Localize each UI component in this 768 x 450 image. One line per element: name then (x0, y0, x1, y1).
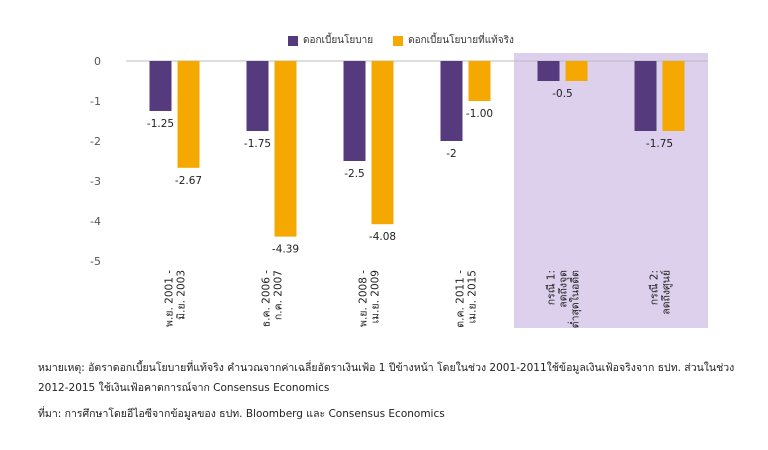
y-tick-label: -3 (90, 175, 101, 188)
x-tick-label-line: ธ.ค. 2006 - (261, 270, 273, 328)
x-category-label: พ.ย. 2008 - เม.ย. 2009 (358, 270, 382, 327)
x-tick-label-line: กรณี 1: (545, 270, 558, 305)
data-label: -4.39 (272, 244, 299, 256)
x-tick-label-line: มิ.ย. 2003 (176, 270, 188, 320)
y-tick-label: -4 (90, 215, 101, 228)
bar-policy-rate (440, 61, 463, 141)
x-tick-label-line: ต.ค. 2011 - (455, 270, 467, 328)
legend: ดอกเบี้ยนโยบาย ดอกเบี้ยนโยบายที่แท้จริง (288, 33, 534, 48)
data-label: -2 (446, 148, 456, 160)
x-category-label: พ.ย. 2001 - มิ.ย. 2003 (164, 270, 188, 327)
x-tick-label-line: ลดถึงจุด (558, 270, 570, 308)
x-tick-label-line: ก.ค. 2007 (273, 270, 285, 320)
y-tick-label: -2 (90, 135, 101, 148)
legend-item-policy-rate: ดอกเบี้ยนโยบาย (288, 33, 373, 48)
x-tick-label-line: ต่ำสุดในอดีต (568, 270, 582, 328)
bar-real-policy-rate (662, 61, 685, 131)
y-tick-label: 0 (94, 55, 101, 68)
legend-item-real-policy-rate: ดอกเบี้ยนโยบายที่แท้จริง (393, 33, 514, 48)
bar-real-policy-rate (177, 61, 200, 168)
data-label: -1.75 (646, 138, 673, 150)
bar-chart: 0 -1 -2 -3 -4 -5 -1.25 -2.67 พ.ย. 2001 - มิ.ย. 20… (90, 53, 708, 328)
data-label: -1.75 (244, 138, 271, 150)
data-label: -1.25 (147, 118, 174, 130)
bar-policy-rate (149, 61, 172, 111)
legend-label-real-policy-rate: ดอกเบี้ยนโยบายที่แท้จริง (408, 35, 514, 46)
bar-real-policy-rate (468, 61, 491, 101)
legend-swatch-real-policy-rate (393, 35, 404, 46)
bar-policy-rate (246, 61, 269, 131)
x-category-label: ธ.ค. 2006 - ก.ค. 2007 (261, 270, 285, 328)
x-category-label: กรณี 1: ลดถึงจุด ต่ำสุดในอดีต (545, 270, 582, 328)
footnote: หมายเหตุ: อัตราดอกเบี้ยนโยบายที่แท้จริง … (38, 362, 735, 394)
legend-label-policy-rate: ดอกเบี้ยนโยบาย (303, 35, 374, 46)
bar-policy-rate (537, 61, 560, 81)
x-tick-label-line: เม.ย. 2015 (467, 270, 479, 323)
data-label: -2.67 (175, 175, 202, 187)
x-category-label: ต.ค. 2011 - เม.ย. 2015 (455, 270, 479, 328)
y-tick-label: -5 (90, 255, 101, 268)
data-label: -1.00 (466, 108, 493, 120)
x-tick-label-line: เม.ย. 2009 (370, 270, 382, 323)
x-tick-label-line: พ.ย. 2001 - (164, 270, 176, 327)
x-category-label: กรณี 2: ลดถึงศูนย์ (648, 270, 673, 315)
bar-policy-rate (343, 61, 366, 161)
data-label: -2.5 (344, 168, 365, 180)
legend-swatch-policy-rate (288, 35, 298, 46)
bar-real-policy-rate (371, 61, 394, 225)
x-tick-label-line: ลดถึงศูนย์ (660, 270, 673, 315)
x-tick-label-line: พ.ย. 2008 - (358, 270, 370, 327)
y-tick-label: -1 (90, 95, 101, 108)
bar-policy-rate (634, 61, 657, 131)
source-note: ที่มา: การศึกษาโดยอีไอซีจากข้อมูลของ ธปท… (38, 408, 445, 420)
bar-real-policy-rate (565, 61, 588, 81)
data-label: -4.08 (369, 231, 396, 243)
bar-real-policy-rate (274, 61, 297, 237)
data-label: -0.5 (552, 88, 573, 100)
x-tick-label-line: กรณี 2: (648, 270, 661, 305)
